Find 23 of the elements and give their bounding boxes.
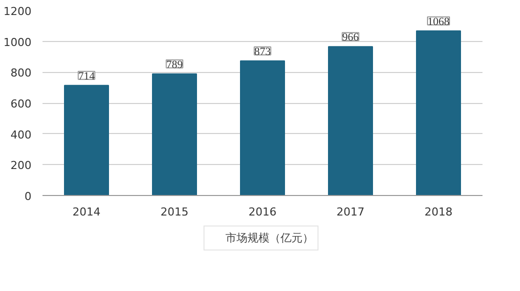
y-tick-label: 1000 [4, 36, 32, 49]
data-label: 789 [166, 58, 184, 71]
y-tick-label: 600 [10, 98, 32, 110]
y-tick-label: 0 [24, 190, 32, 203]
data-label: 1068 [428, 16, 450, 28]
bar [416, 30, 461, 196]
bar [152, 73, 197, 196]
bar [240, 60, 285, 196]
x-tick-label: 2015 [160, 206, 189, 218]
data-label: 873 [254, 46, 272, 58]
y-tick-label: 400 [10, 128, 32, 142]
x-tick-label: 2018 [424, 206, 453, 218]
bar [64, 84, 109, 196]
data-label: 714 [78, 70, 96, 82]
data-label: 966 [342, 32, 360, 44]
y-tick-label: 1200 [4, 5, 32, 18]
bar [328, 46, 373, 196]
y-tick-label: 200 [10, 159, 32, 172]
text: 市场规模（亿元） [226, 230, 314, 246]
y-tick-label: 800 [10, 66, 32, 80]
x-tick-label: 2014 [72, 206, 101, 218]
x-tick-label: 2016 [248, 206, 277, 218]
x-tick-label: 2017 [336, 206, 365, 218]
